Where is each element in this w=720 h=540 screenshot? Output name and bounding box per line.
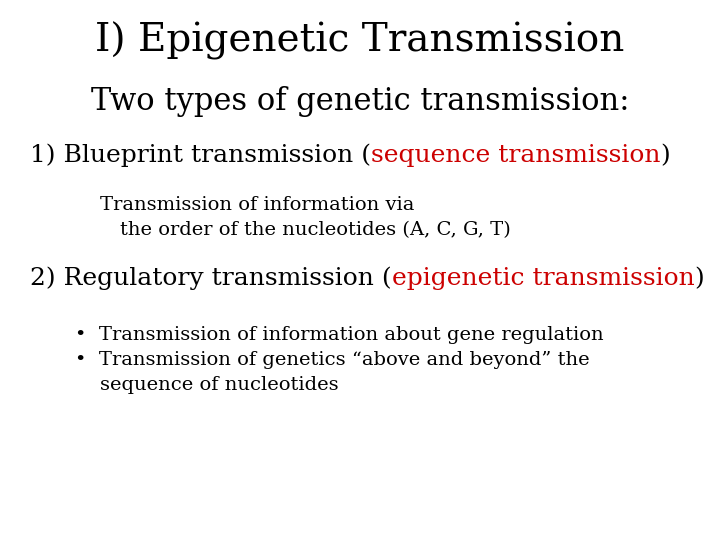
Text: Transmission of information via: Transmission of information via [100,196,415,214]
Text: ): ) [694,267,704,290]
Text: sequence of nucleotides: sequence of nucleotides [75,376,338,394]
Text: I) Epigenetic Transmission: I) Epigenetic Transmission [95,22,625,60]
Text: epigenetic transmission: epigenetic transmission [392,267,694,290]
Text: sequence transmission: sequence transmission [371,144,660,167]
Text: •  Transmission of genetics “above and beyond” the: • Transmission of genetics “above and be… [75,351,590,369]
Text: Two types of genetic transmission:: Two types of genetic transmission: [91,86,629,117]
Text: ): ) [660,144,670,167]
Text: the order of the nucleotides (A, C, G, T): the order of the nucleotides (A, C, G, T… [120,221,510,239]
Text: •  Transmission of information about gene regulation: • Transmission of information about gene… [75,326,603,344]
Text: 2) Regulatory transmission (: 2) Regulatory transmission ( [30,266,392,290]
Text: 1) Blueprint transmission (: 1) Blueprint transmission ( [30,144,371,167]
